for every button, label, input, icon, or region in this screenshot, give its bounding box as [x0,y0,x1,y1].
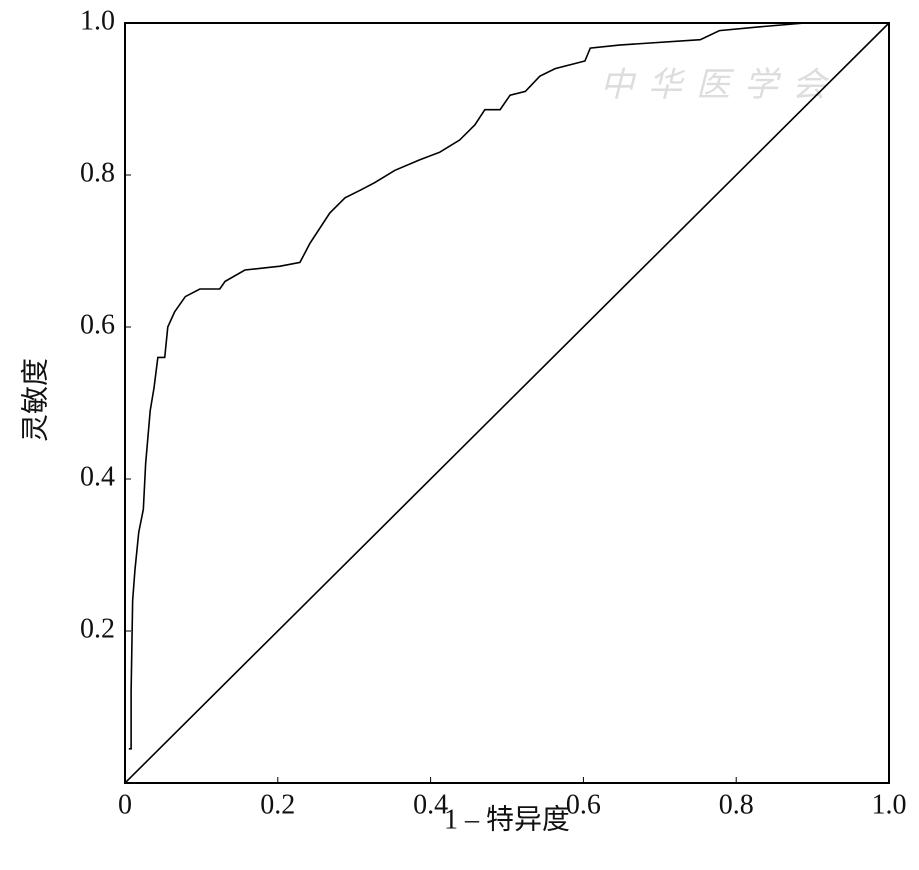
x-tick-label: 0.8 [719,789,754,820]
x-tick-label: 0 [118,789,132,820]
y-tick-label: 1.0 [80,5,115,36]
x-tick-label: 0.2 [260,789,295,820]
y-axis-label: 灵敏度 [19,358,51,442]
line-series [124,22,890,784]
x-tick-label: 1.0 [872,789,907,820]
y-tick-label: 0.8 [80,157,115,188]
y-tick-label: 0.2 [80,613,115,644]
plot-frame [124,22,890,784]
x-tick-label: 0.6 [566,789,601,820]
watermark: 中华医学会 [600,67,840,104]
x-tick-label: 0.4 [413,789,448,820]
y-tick-label: 0.4 [80,461,115,492]
y-tick-label: 0.6 [80,309,115,340]
x-axis-label: 1 – 特异度 [444,803,570,835]
line-series [128,22,806,750]
